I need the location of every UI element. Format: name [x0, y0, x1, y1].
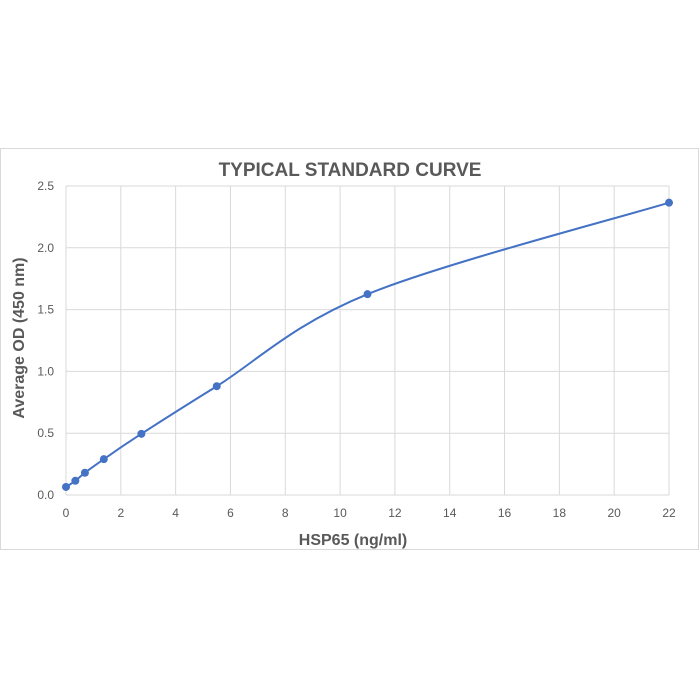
x-tick-label: 16 [498, 506, 512, 520]
y-tick-label: 1.0 [37, 364, 54, 378]
y-axis-title: Average OD (450 nm) [11, 257, 28, 418]
x-tick-label: 12 [388, 506, 402, 520]
x-tick-label: 14 [443, 506, 457, 520]
data-point [137, 429, 146, 438]
x-tick-label: 22 [662, 506, 676, 520]
chart-title: TYPICAL STANDARD CURVE [219, 160, 482, 181]
y-tick-label: 2.5 [37, 179, 54, 193]
x-tick-label: 8 [282, 506, 289, 520]
series-line [65, 201, 670, 488]
data-point [99, 455, 108, 464]
data-point [80, 468, 89, 477]
x-tick-label: 0 [63, 506, 70, 520]
x-tick-label: 6 [227, 506, 234, 520]
data-point [665, 198, 673, 207]
tick-layer: 0 2 4 6 8 10 12 14 16 18 20 22 0.0 0.5 1.0 1.5 2.0 2.5 [37, 179, 676, 520]
x-tick-label: 4 [172, 506, 179, 520]
x-tick-label: 18 [553, 506, 567, 520]
grid-layer [65, 185, 670, 496]
data-point [212, 382, 221, 391]
x-tick-label: 10 [333, 506, 347, 520]
x-axis-title: HSP65 (ng/ml) [299, 532, 407, 549]
x-tick-label: 2 [117, 506, 124, 520]
x-tick-label: 20 [608, 506, 622, 520]
y-tick-label: 0.5 [37, 426, 54, 440]
y-tick-label: 0.0 [37, 488, 54, 502]
point-layer [62, 198, 673, 491]
y-tick-label: 2.0 [37, 241, 54, 255]
data-point [71, 476, 80, 485]
chart-frame: 0 2 4 6 8 10 12 14 16 18 20 22 0.0 0.5 1.0 1.5 2.0 2.5 TY… [0, 148, 699, 550]
y-tick-label: 1.5 [37, 303, 54, 317]
data-point [62, 482, 70, 491]
data-point [363, 290, 372, 299]
chart-svg: 0 2 4 6 8 10 12 14 16 18 20 22 0.0 0.5 1.0 1.5 2.0 2.5 TY… [11, 160, 676, 549]
